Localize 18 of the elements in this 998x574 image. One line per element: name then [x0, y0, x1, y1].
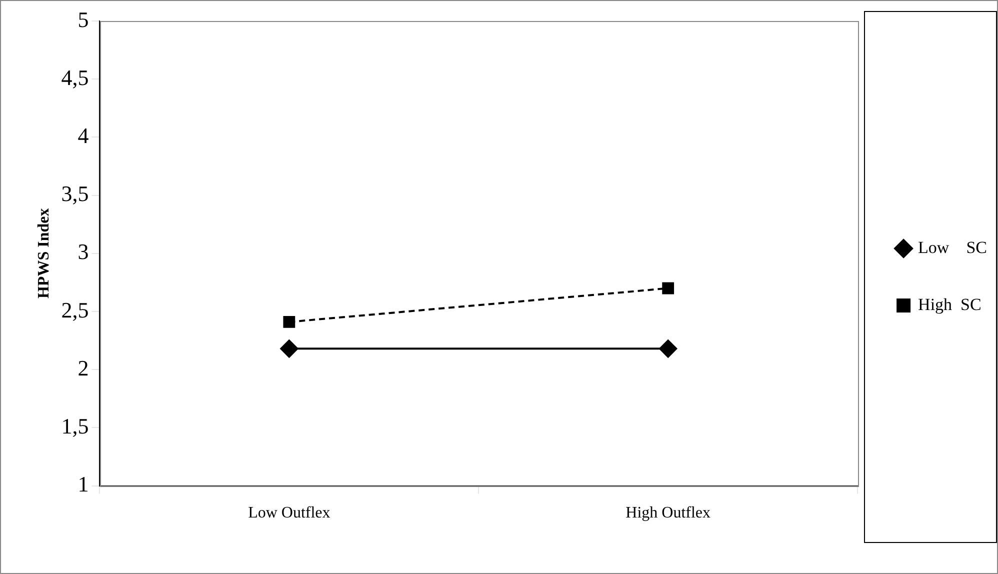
y-axis-title: HPWS Index — [36, 208, 53, 299]
y-tick-label: 3 — [78, 239, 89, 264]
point — [659, 340, 678, 358]
y-tick-label: 3,5 — [61, 181, 89, 206]
x-tick-label: High Outflex — [626, 504, 711, 522]
point — [280, 340, 298, 358]
legend-label: High SC — [918, 294, 982, 314]
y-tick-label: 4 — [78, 122, 89, 148]
point — [283, 316, 296, 328]
y-tick-label: 1,5 — [61, 413, 89, 438]
x-tick-label: Low Outflex — [248, 504, 330, 522]
y-tick-label: 4,5 — [61, 64, 89, 90]
y-tick-label: 2,5 — [61, 297, 89, 322]
legend-label: Low SC — [918, 238, 988, 257]
y-tick-label: 5 — [78, 6, 89, 32]
y-tick-label: 1 — [78, 472, 89, 497]
y-tick-label: 2 — [78, 355, 89, 380]
point — [662, 282, 674, 294]
